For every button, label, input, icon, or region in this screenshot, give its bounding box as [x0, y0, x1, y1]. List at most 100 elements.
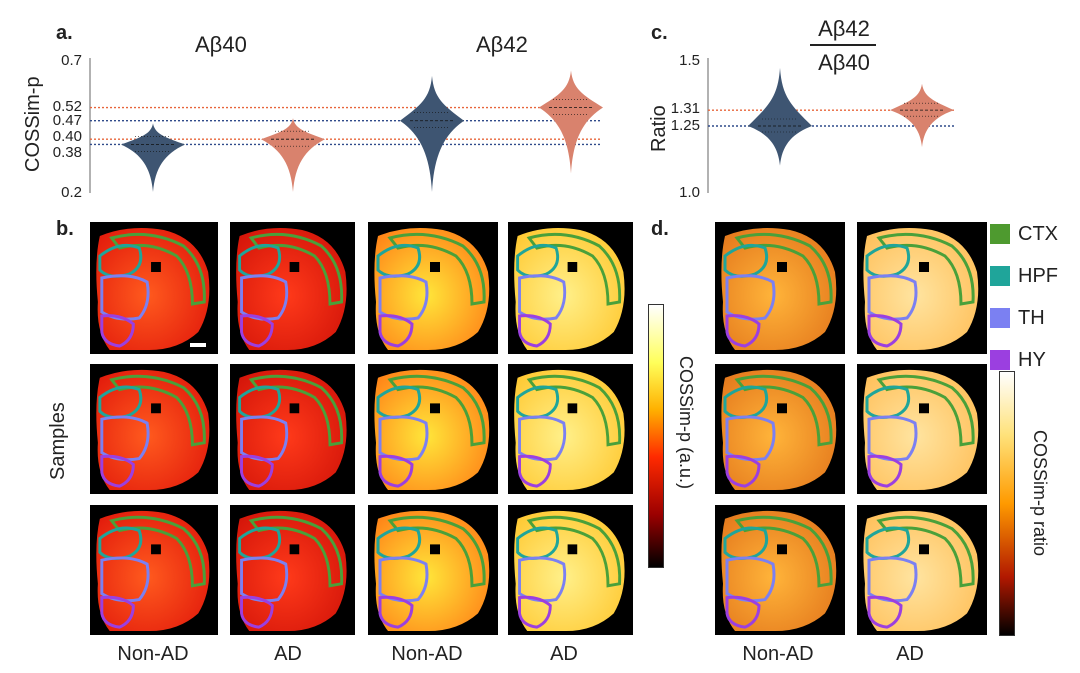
- region-ctx: [876, 515, 975, 588]
- region-ctx: [734, 515, 833, 588]
- title-ab40: Aβ40: [195, 32, 247, 57]
- cavity: [289, 403, 300, 414]
- brain-tile-2-0: [368, 222, 498, 354]
- brain-tile-5-1: [857, 364, 987, 494]
- tick-c-2: 1.25: [670, 117, 700, 134]
- region-hy: [867, 595, 903, 629]
- tick-a-5: 0.2: [61, 184, 82, 201]
- region-hy: [518, 314, 552, 348]
- brain-tile-1-0: [230, 222, 355, 354]
- brain-tile-3-2: [508, 505, 633, 635]
- title-ratio-numerator: Aβ42: [818, 16, 870, 41]
- cavity: [777, 544, 787, 555]
- legend-item-hy: HY: [990, 348, 1058, 372]
- brain-tile-4-0: [715, 222, 845, 354]
- tick-a-1: 0.52: [52, 98, 82, 115]
- region-hy: [518, 454, 552, 488]
- region-th: [518, 274, 567, 321]
- region-hy: [100, 454, 135, 488]
- legend-swatch-hpf: [990, 266, 1010, 286]
- tick-a-4: 0.38: [52, 144, 82, 161]
- region-ctx: [109, 515, 206, 588]
- violin-c-1: [890, 83, 954, 148]
- tick-c-0: 1.5: [679, 52, 700, 69]
- region-ctx: [526, 515, 622, 588]
- cavity: [919, 544, 929, 555]
- cavity: [151, 262, 161, 272]
- colorbar-b-label: COSSim-p (a.u.): [676, 356, 696, 490]
- cavity: [430, 403, 440, 414]
- region-th: [240, 415, 289, 462]
- region-th: [518, 556, 567, 603]
- region-ctx: [387, 515, 486, 588]
- cavity: [430, 262, 440, 272]
- col-label-b-2: Non-AD: [391, 643, 463, 665]
- panel-label-d: d.: [651, 218, 669, 240]
- region-th: [725, 415, 776, 462]
- brain-tile-0-0: [90, 222, 218, 354]
- region-th: [867, 415, 918, 462]
- region-ctx: [109, 374, 206, 447]
- panel-label-c: c.: [651, 22, 668, 44]
- col-label-d-1: AD: [896, 643, 924, 665]
- region-th: [867, 274, 918, 321]
- region-th: [378, 415, 429, 462]
- tick-c-1: 1.31: [670, 100, 700, 117]
- region-ctx: [248, 232, 344, 306]
- region-ctx: [876, 374, 975, 447]
- cavity: [567, 544, 578, 555]
- region-ctx: [387, 374, 486, 447]
- violin-a-0: [121, 123, 185, 192]
- brain-tile-4-1: [715, 364, 845, 494]
- region-th: [240, 274, 289, 321]
- cavity: [777, 403, 787, 414]
- brain-tile-1-2: [230, 505, 355, 635]
- region-th: [100, 415, 150, 462]
- region-ctx: [734, 232, 833, 306]
- cavity: [567, 403, 578, 414]
- col-label-b-1: AD: [274, 643, 302, 665]
- cavity: [777, 262, 787, 272]
- region-ctx: [248, 374, 344, 447]
- region-hy: [378, 595, 414, 629]
- region-hy: [867, 314, 903, 348]
- legend-swatch-ctx: [990, 224, 1010, 244]
- colorbar-b: [648, 304, 664, 568]
- cavity: [289, 544, 300, 555]
- legend-label-ctx: CTX: [1018, 222, 1058, 245]
- tick-a-3: 0.40: [52, 128, 82, 145]
- cavity: [919, 262, 929, 272]
- region-th: [725, 274, 776, 321]
- region-hy: [378, 454, 414, 488]
- brain-tile-2-2: [368, 505, 498, 635]
- col-label-b-3: AD: [550, 643, 578, 665]
- cavity: [567, 262, 578, 272]
- region-hy: [725, 595, 761, 629]
- panel-label-b: b.: [56, 218, 74, 240]
- ylabel-samples: Samples: [47, 402, 69, 480]
- region-ctx: [734, 374, 833, 447]
- region-hy: [725, 454, 761, 488]
- region-hy: [240, 314, 274, 348]
- region-ctx: [109, 232, 206, 306]
- tick-a-0: 0.7: [61, 52, 82, 69]
- fraction-bar: [810, 44, 876, 46]
- region-ctx: [876, 232, 975, 306]
- legend-label-th: TH: [1018, 306, 1045, 329]
- tick-a-2: 0.47: [52, 112, 82, 129]
- col-label-d-0: Non-AD: [742, 643, 814, 665]
- legend-label-hpf: HPF: [1018, 264, 1058, 287]
- region-legend: CTX HPF TH HY: [990, 222, 1058, 372]
- region-ctx: [526, 232, 622, 306]
- region-th: [518, 415, 567, 462]
- region-hy: [100, 595, 135, 629]
- legend-item-hpf: HPF: [990, 264, 1058, 288]
- region-th: [867, 556, 918, 603]
- colorbar-d-label: COSSim-p ratio: [1030, 430, 1050, 557]
- region-hy: [240, 454, 274, 488]
- brain-tile-2-1: [368, 364, 498, 494]
- brain-tile-4-2: [715, 505, 845, 635]
- title-ab42: Aβ42: [476, 32, 528, 57]
- brain-tile-3-1: [508, 364, 633, 494]
- brain-tile-5-0: [857, 222, 987, 354]
